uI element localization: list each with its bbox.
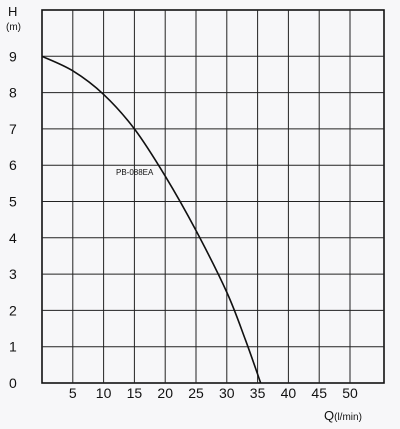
y-tick-label: 2 [9,302,17,318]
y-tick-labels: 0 1 2 3 4 5 6 7 8 9 [9,48,17,391]
x-tick-label: 50 [342,385,358,401]
y-axis-unit: (m) [6,22,21,33]
y-tick-label: 1 [9,339,17,355]
x-tick-label: 40 [281,385,297,401]
y-tick-label: 4 [9,230,17,246]
x-axis-title: Q(l/min) [324,408,362,423]
series-label: PB-088EA [116,168,154,177]
y-tick-label: 7 [9,121,17,137]
x-tick-label: 10 [96,385,112,401]
x-tick-label: 15 [127,385,143,401]
x-axis-label: Q [324,408,334,423]
x-tick-label: 30 [219,385,235,401]
x-tick-labels: 5 10 15 20 25 30 35 40 45 50 [69,385,358,401]
grid-lines [42,10,384,383]
y-tick-label: 3 [9,266,17,282]
y-axis-title: H [8,4,17,19]
y-tick-label: 9 [9,48,17,64]
x-tick-label: 45 [311,385,327,401]
y-tick-label: 6 [9,157,17,173]
x-tick-label: 35 [250,385,266,401]
x-tick-label: 25 [188,385,204,401]
x-tick-label: 5 [69,385,77,401]
series-line-pb-088ea [41,55,262,384]
y-tick-label: 0 [9,375,17,391]
y-tick-label: 5 [9,194,17,210]
y-tick-label: 8 [9,85,17,101]
plot-area [41,9,385,384]
x-axis-unit: (l/min) [334,412,362,423]
x-tick-label: 20 [157,385,173,401]
